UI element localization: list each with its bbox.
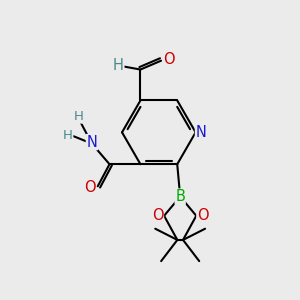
Text: O: O bbox=[84, 180, 95, 195]
Text: H: H bbox=[113, 58, 124, 73]
Text: O: O bbox=[164, 52, 175, 67]
Text: O: O bbox=[197, 208, 208, 223]
Text: O: O bbox=[152, 208, 164, 223]
Text: B: B bbox=[175, 189, 185, 204]
Text: H: H bbox=[63, 129, 73, 142]
Text: H: H bbox=[74, 110, 84, 123]
Text: N: N bbox=[196, 125, 206, 140]
Text: N: N bbox=[86, 135, 97, 150]
